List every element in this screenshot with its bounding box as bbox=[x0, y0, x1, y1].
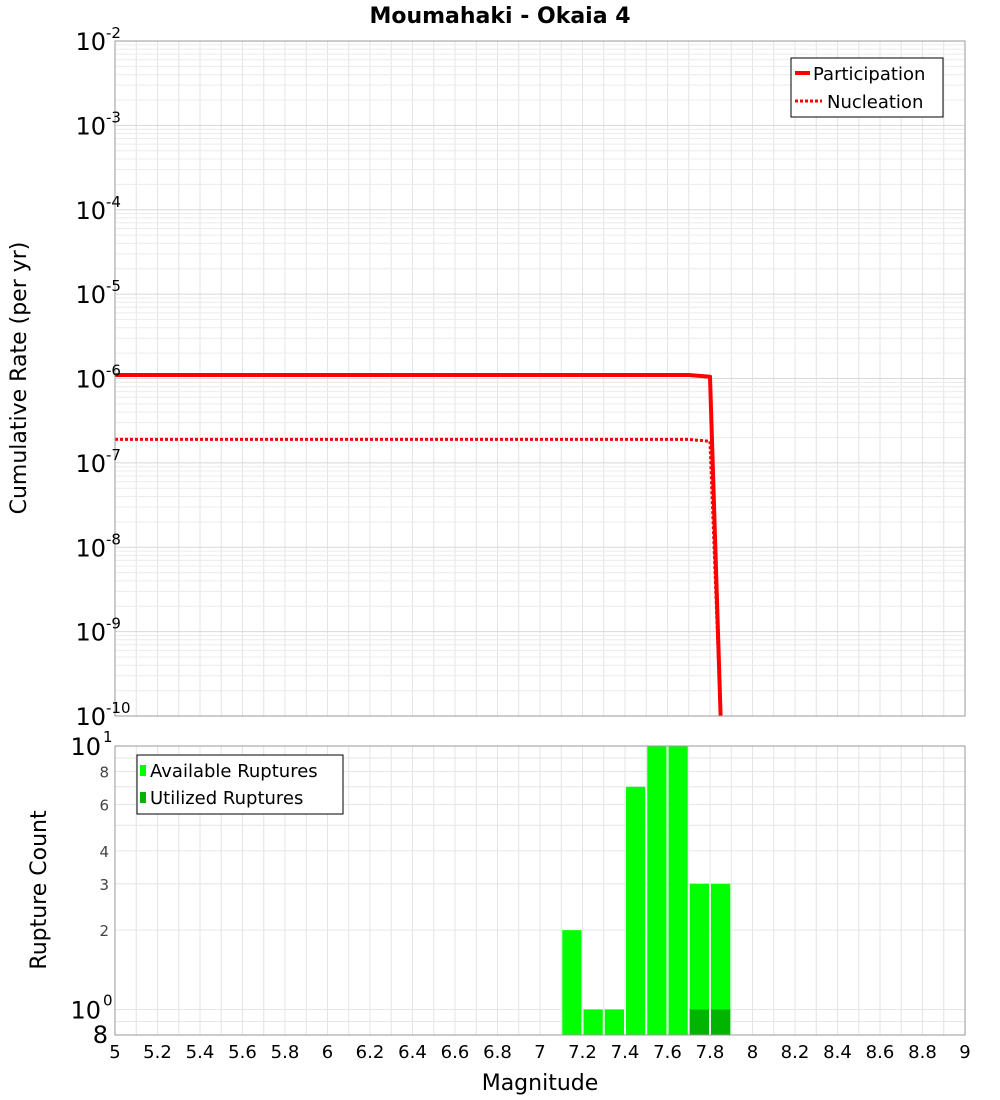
y-tick-base: 10 bbox=[75, 450, 106, 478]
series-line-nucleation bbox=[115, 437, 723, 717]
top-legend-box bbox=[790, 57, 944, 118]
y-tick: 10 -9 bbox=[75, 615, 121, 647]
bar-available bbox=[647, 746, 667, 1035]
y-tick-exponent: -10 bbox=[106, 699, 131, 717]
y-tick: 10 -4 bbox=[75, 193, 121, 225]
bar-available bbox=[711, 883, 731, 1035]
legend-nucleation-label: Nucleation bbox=[827, 92, 923, 113]
x-tick-label: 8.2 bbox=[781, 1042, 810, 1063]
y-tick-base: 10 bbox=[75, 28, 106, 56]
y-tick-exponent: 1 bbox=[103, 728, 113, 746]
y-tick-exponent: -9 bbox=[106, 615, 121, 633]
y-tick-base: 10 bbox=[70, 733, 101, 761]
bar-available bbox=[668, 746, 688, 1035]
x-tick-label: 5 bbox=[109, 1042, 120, 1063]
y-tick-base: 10 bbox=[75, 534, 106, 562]
y-tick: 10 -8 bbox=[75, 530, 121, 562]
x-tick-label: 7 bbox=[534, 1042, 545, 1063]
x-tick-label: 7.4 bbox=[611, 1042, 640, 1063]
y-tick-base: 10 bbox=[75, 619, 106, 647]
x-tick-label: 8.8 bbox=[908, 1042, 937, 1063]
y-minor-tick-label: 4 bbox=[99, 843, 109, 861]
legend-available-swatch bbox=[140, 765, 146, 776]
y-tick-base: 10 bbox=[75, 112, 106, 140]
x-tick-label: 6.6 bbox=[441, 1042, 470, 1063]
y-tick: 10 -7 bbox=[75, 446, 121, 478]
bottom-plot-frame bbox=[114, 745, 966, 1036]
x-tick-label: 8.6 bbox=[866, 1042, 895, 1063]
y-tick: 10 -3 bbox=[75, 108, 121, 140]
y-tick-exponent: 0 bbox=[103, 991, 113, 1009]
y-tick: 10 0 bbox=[70, 991, 112, 1024]
x-tick-label: 5.6 bbox=[228, 1042, 257, 1063]
x-tick-label: 5.4 bbox=[186, 1042, 215, 1063]
bar-utilized bbox=[689, 1009, 709, 1035]
top-y-axis-label: Cumulative Rate (per yr) bbox=[7, 242, 32, 515]
y-tick-base: 10 bbox=[75, 366, 106, 394]
legend-utilized-swatch bbox=[140, 792, 146, 803]
bar-group bbox=[562, 746, 731, 1035]
bar-utilized bbox=[711, 1009, 731, 1035]
y-tick-exponent: -3 bbox=[106, 108, 121, 126]
y-tick: 10 -6 bbox=[75, 362, 121, 394]
y-tick-base: 10 bbox=[75, 703, 106, 731]
y-tick-exponent: -2 bbox=[106, 24, 121, 42]
y-tick-exponent: -4 bbox=[106, 193, 121, 211]
bottom-legend-box bbox=[136, 754, 344, 815]
y-minor-tick-label: 2 bbox=[99, 922, 109, 940]
y-tick-base: 10 bbox=[75, 281, 106, 309]
bottom-y-axis-label: Rupture Count bbox=[27, 810, 52, 970]
x-tick-label: 9 bbox=[959, 1042, 970, 1063]
top-legend: Participation Nucleation bbox=[790, 57, 944, 118]
y-tick-exponent: -5 bbox=[106, 277, 121, 295]
x-tick-label: 7.2 bbox=[568, 1042, 597, 1063]
x-tick-label: 7.6 bbox=[653, 1042, 682, 1063]
chart-title: Moumahaki - Okaia 4 bbox=[369, 4, 630, 29]
legend-available-label: Available Ruptures bbox=[150, 761, 318, 782]
y-tick-exponent: -8 bbox=[106, 530, 121, 548]
x-tick-label: 6.8 bbox=[483, 1042, 512, 1063]
legend-participation-label: Participation bbox=[813, 64, 925, 85]
x-tick-label: 5.8 bbox=[271, 1042, 300, 1063]
y-tick-exponent: -7 bbox=[106, 446, 121, 464]
x-tick-label: 8 bbox=[747, 1042, 758, 1063]
y-minor-tick-label: 8 bbox=[99, 764, 109, 782]
top-grid bbox=[114, 41, 966, 717]
x-tick-label: 5.2 bbox=[143, 1042, 172, 1063]
top-y-ticks: 10-210-310-410-510-610-710-810-910-10 bbox=[75, 24, 130, 731]
line-group bbox=[115, 373, 723, 717]
bar-available bbox=[562, 930, 582, 1035]
y-tick-base: 10 bbox=[70, 996, 101, 1024]
x-tick-label: 8.4 bbox=[823, 1042, 852, 1063]
x-ticks: 5 5.2 5.4 5.6 5.8 6 6.2 6.4 6.6 6.8 7 7.2 7.4 7.6 7.8 8… bbox=[109, 1042, 970, 1063]
x-tick-label: 6.4 bbox=[398, 1042, 427, 1063]
top-plot-frame bbox=[114, 40, 966, 717]
bar-available bbox=[626, 786, 646, 1035]
y-minor-tick-label: 3 bbox=[99, 876, 109, 894]
y-tick: 10 -5 bbox=[75, 277, 121, 309]
bar-available bbox=[689, 883, 709, 1035]
bar-available bbox=[604, 1009, 624, 1035]
x-tick-label: 7.8 bbox=[696, 1042, 725, 1063]
y-bottom-tick-label: 8 bbox=[93, 1021, 108, 1049]
y-tick-exponent: -6 bbox=[106, 362, 121, 380]
y-minor-tick-label: 6 bbox=[99, 796, 109, 814]
y-tick-base: 10 bbox=[75, 197, 106, 225]
x-tick-label: 6.2 bbox=[356, 1042, 385, 1063]
y-tick: 10 -2 bbox=[75, 24, 121, 56]
x-tick-label: 6 bbox=[322, 1042, 333, 1063]
x-axis-label: Magnitude bbox=[482, 1071, 599, 1096]
bar-available bbox=[583, 1009, 603, 1035]
bottom-legend: Available Ruptures Utilized Ruptures bbox=[136, 754, 344, 815]
y-tick: 10 -10 bbox=[75, 699, 130, 731]
y-tick: 10 1 bbox=[70, 728, 112, 761]
legend-utilized-label: Utilized Ruptures bbox=[150, 788, 303, 809]
